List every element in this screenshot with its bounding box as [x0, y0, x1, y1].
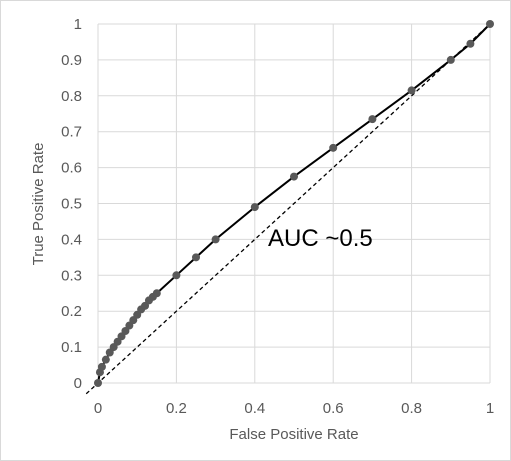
random-classifier-line	[85, 23, 491, 395]
x-tick-label: 0.6	[323, 400, 344, 417]
roc-point	[94, 379, 102, 387]
y-tick-label: 0.2	[61, 303, 82, 320]
x-tick-label: 1	[486, 400, 494, 417]
y-tick-label: 1	[74, 16, 82, 33]
roc-point	[290, 172, 298, 181]
roc-point	[172, 271, 181, 280]
y-tick-label: 0.3	[61, 267, 82, 284]
grid	[97, 23, 491, 384]
y-tick-label: 0.8	[61, 88, 82, 105]
x-tick-labels: 0 0.2 0.4 0.6 0.8 1	[94, 400, 494, 417]
y-tick-label: 0.1	[61, 339, 82, 356]
roc-point	[466, 39, 475, 48]
y-axis-title: True Positive Rate	[30, 143, 47, 266]
roc-point	[152, 289, 161, 298]
roc-point	[368, 115, 377, 124]
x-tick-label: 0.8	[401, 400, 422, 417]
roc-point	[101, 355, 110, 364]
roc-point	[486, 20, 494, 28]
reference-line	[85, 23, 491, 395]
roc-point	[250, 203, 259, 212]
x-tick-label: 0	[94, 400, 102, 417]
roc-point	[211, 235, 220, 244]
x-tick-label: 0.4	[244, 400, 265, 417]
y-tick-label: 0.4	[61, 231, 82, 248]
y-tick-labels: 0 0.1 0.2 0.3 0.4 0.5 0.6 0.7 0.8 0.9 1	[61, 16, 82, 392]
y-tick-label: 0.7	[61, 124, 82, 141]
y-tick-label: 0.9	[61, 52, 82, 69]
roc-point	[329, 143, 338, 152]
y-tick-label: 0.5	[61, 196, 82, 213]
roc-point	[407, 86, 416, 95]
roc-point	[192, 253, 200, 262]
roc-point	[97, 362, 106, 371]
y-tick-label: 0.6	[61, 160, 82, 177]
y-tick-label: 0	[74, 375, 82, 392]
roc-markers	[94, 20, 494, 387]
roc-point	[446, 55, 455, 64]
x-axis-title: False Positive Rate	[229, 426, 358, 443]
auc-annotation: AUC ~0.5	[268, 225, 373, 252]
x-tick-label: 0.2	[166, 400, 187, 417]
